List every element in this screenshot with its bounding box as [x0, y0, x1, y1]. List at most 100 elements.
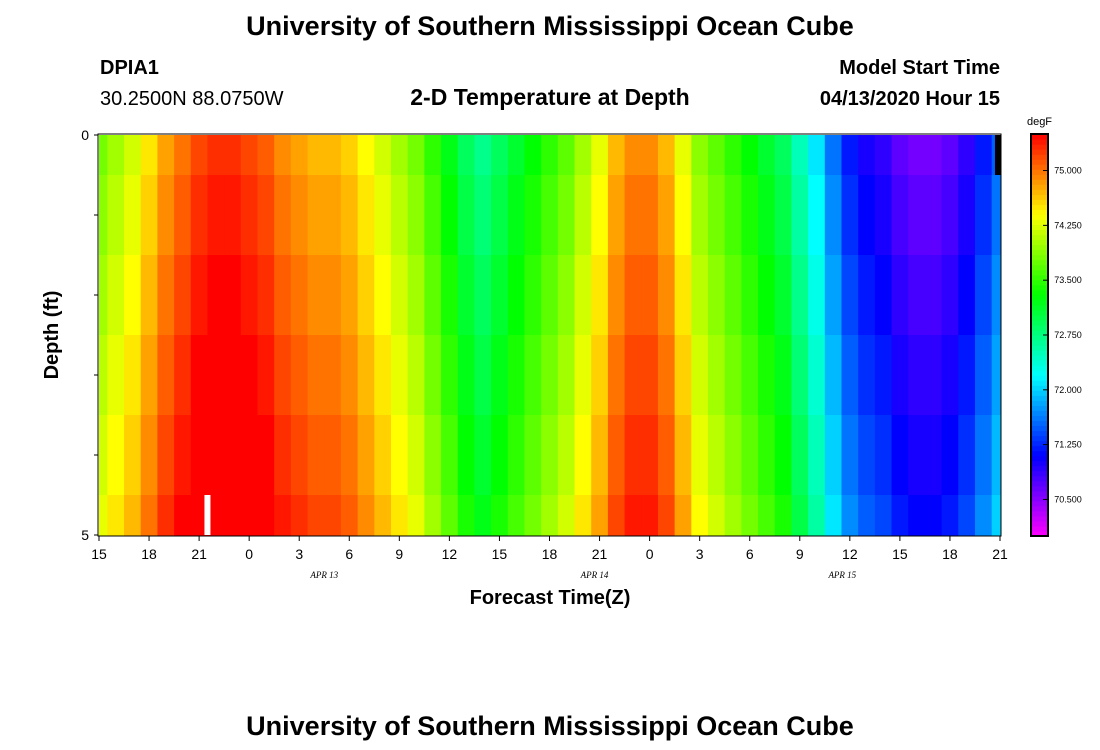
heatmap-cell	[290, 335, 309, 416]
heatmap-cell	[274, 135, 292, 176]
heatmap-cell	[724, 495, 742, 536]
heatmap-cell	[758, 415, 776, 496]
heatmap-cell	[407, 415, 425, 496]
heatmap-cell	[974, 135, 993, 176]
heatmap-cell	[324, 415, 342, 496]
heatmap-cell	[891, 175, 909, 256]
x-tick-label: 6	[746, 546, 754, 562]
heatmap-cell	[991, 495, 1001, 536]
heatmap-cell	[808, 495, 826, 536]
colorbar-segment	[1031, 520, 1048, 527]
colorbar-segment	[1031, 139, 1048, 145]
heatmap-cell	[99, 135, 108, 176]
heatmap-cell	[691, 255, 709, 336]
heatmap-cell	[190, 255, 209, 336]
heatmap-cell	[491, 175, 509, 256]
colorbar-segment	[1031, 169, 1048, 175]
heatmap-cell	[891, 135, 909, 176]
heatmap-cell	[507, 255, 526, 336]
heatmap-cell	[574, 495, 592, 536]
heatmap-cell	[974, 415, 993, 496]
heatmap-cell	[741, 255, 759, 336]
heatmap-cell	[390, 335, 409, 416]
heatmap-cell	[240, 175, 259, 256]
colorbar-segment	[1031, 430, 1048, 437]
heatmap-cell	[891, 415, 909, 496]
heatmap-cell	[224, 415, 242, 496]
heatmap-cell	[724, 415, 742, 496]
colorbar-segment	[1031, 400, 1048, 406]
heatmap-cell	[507, 495, 526, 536]
heatmap-cell	[474, 135, 492, 176]
colorbar-tick-label: 72.000	[1054, 385, 1082, 395]
y-axis: 05	[81, 127, 98, 543]
model-start-label: Model Start Time	[839, 57, 1000, 79]
colorbar-segment	[1031, 284, 1048, 291]
heatmap-cell	[824, 255, 843, 336]
heatmap-cell	[290, 175, 309, 256]
heatmap-cell	[207, 495, 225, 536]
colorbar-segment	[1031, 304, 1048, 311]
heatmap-cell	[908, 175, 926, 256]
heatmap-cell	[290, 495, 309, 536]
x-tick-label: 3	[696, 546, 704, 562]
y-axis-title: Depth (ft)	[41, 291, 63, 380]
x-tick-label: 0	[245, 546, 253, 562]
colorbar-segment	[1031, 254, 1048, 261]
heatmap-cell	[741, 495, 759, 536]
heatmap-cell	[758, 175, 776, 256]
heatmap-cell	[457, 255, 476, 336]
heatmap-cell	[691, 415, 709, 496]
x-tick-label: 0	[646, 546, 654, 562]
heatmap-cell	[891, 335, 909, 416]
colorbar-segment	[1031, 350, 1048, 356]
colorbar-segment	[1031, 510, 1048, 517]
heatmap-cell	[290, 415, 309, 496]
colorbar-segment	[1031, 194, 1048, 200]
heatmap-cell	[674, 255, 692, 336]
heatmap-cell	[824, 495, 843, 536]
heatmap-cell	[157, 255, 175, 336]
station-id: DPIA1	[100, 57, 159, 79]
heatmap-cell	[174, 335, 192, 416]
colorbar-tick-label: 71.250	[1054, 440, 1082, 450]
heatmap-cell	[441, 335, 459, 416]
colorbar-segment	[1031, 410, 1048, 416]
heatmap-cell	[624, 255, 642, 336]
x-tick-label: 15	[892, 546, 908, 562]
heatmap-cell	[774, 255, 793, 336]
heatmap-cell	[791, 335, 809, 416]
heatmap-cell	[557, 175, 576, 256]
heatmap-cell	[474, 335, 492, 416]
heatmap-cell	[424, 495, 442, 536]
model-start-value: 04/13/2020 Hour 15	[820, 88, 1000, 110]
heatmap-cell	[574, 135, 592, 176]
heatmap-marker	[204, 495, 211, 535]
heatmap-cell	[808, 135, 826, 176]
x-tick-label: 21	[992, 546, 1008, 562]
heatmap-marker	[995, 135, 1001, 175]
heatmap-cell	[591, 255, 609, 336]
colorbar-tick-label: 75.000	[1054, 166, 1082, 176]
colorbar-segment	[1031, 309, 1048, 316]
heatmap-cell	[874, 335, 893, 416]
heatmap-cell	[507, 335, 526, 416]
heatmap-cell	[474, 175, 492, 256]
heatmap-cell	[924, 255, 943, 336]
x-tick-label: 21	[592, 546, 608, 562]
heatmap-cell	[307, 495, 325, 536]
heatmap-cell	[207, 415, 225, 496]
heatmap-cell	[424, 415, 442, 496]
heatmap-cell	[758, 135, 776, 176]
heatmap-cell	[941, 135, 959, 176]
heatmap-cell	[140, 135, 158, 176]
heatmap-cell	[674, 415, 692, 496]
heatmap-cell	[474, 495, 492, 536]
heatmap-cell	[641, 175, 659, 256]
heatmap-cell	[240, 415, 259, 496]
colorbar-segment	[1031, 149, 1048, 155]
heatmap-cell	[99, 175, 108, 256]
heatmap-cell	[607, 415, 626, 496]
heatmap-cell	[424, 175, 442, 256]
heatmap-cell	[99, 255, 108, 336]
